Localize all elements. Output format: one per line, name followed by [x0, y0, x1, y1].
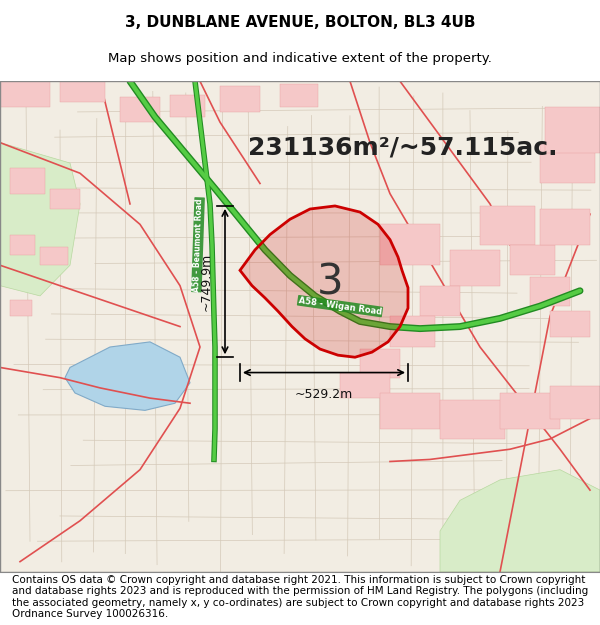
Bar: [440, 400, 505, 439]
Bar: [0, 81, 50, 107]
Bar: [540, 142, 595, 184]
Polygon shape: [440, 469, 600, 572]
Text: 3: 3: [317, 262, 343, 304]
Bar: [40, 247, 68, 265]
Text: Map shows position and indicative extent of the property.: Map shows position and indicative extent…: [108, 52, 492, 65]
Bar: [550, 311, 590, 337]
Bar: [120, 97, 160, 122]
Bar: [10, 300, 32, 316]
Polygon shape: [0, 142, 80, 296]
Bar: [10, 234, 35, 255]
Text: Contains OS data © Crown copyright and database right 2021. This information is : Contains OS data © Crown copyright and d…: [12, 574, 588, 619]
Text: 231136m²/~57.115ac.: 231136m²/~57.115ac.: [248, 136, 557, 160]
Text: A58 - Wigan Road: A58 - Wigan Road: [298, 296, 382, 316]
Bar: [540, 209, 590, 245]
Bar: [10, 168, 45, 194]
Bar: [380, 224, 440, 265]
Bar: [360, 349, 400, 378]
Bar: [170, 94, 205, 117]
Bar: [280, 84, 318, 107]
Bar: [545, 107, 600, 152]
Polygon shape: [65, 342, 190, 411]
Text: A58 - Beaumont Road: A58 - Beaumont Road: [192, 198, 204, 292]
Bar: [60, 81, 105, 102]
Bar: [510, 245, 555, 276]
Bar: [390, 316, 435, 347]
Bar: [420, 286, 460, 316]
Bar: [380, 393, 440, 429]
Polygon shape: [240, 206, 408, 358]
Bar: [500, 393, 560, 429]
Bar: [480, 206, 535, 245]
Text: 3, DUNBLANE AVENUE, BOLTON, BL3 4UB: 3, DUNBLANE AVENUE, BOLTON, BL3 4UB: [125, 15, 475, 30]
Bar: [50, 189, 80, 209]
Bar: [340, 372, 390, 398]
Bar: [220, 86, 260, 112]
Text: ~529.2m: ~529.2m: [295, 388, 353, 401]
Text: ~749.9m: ~749.9m: [200, 253, 213, 311]
Bar: [450, 250, 500, 286]
Bar: [550, 386, 600, 419]
Bar: [530, 278, 570, 306]
